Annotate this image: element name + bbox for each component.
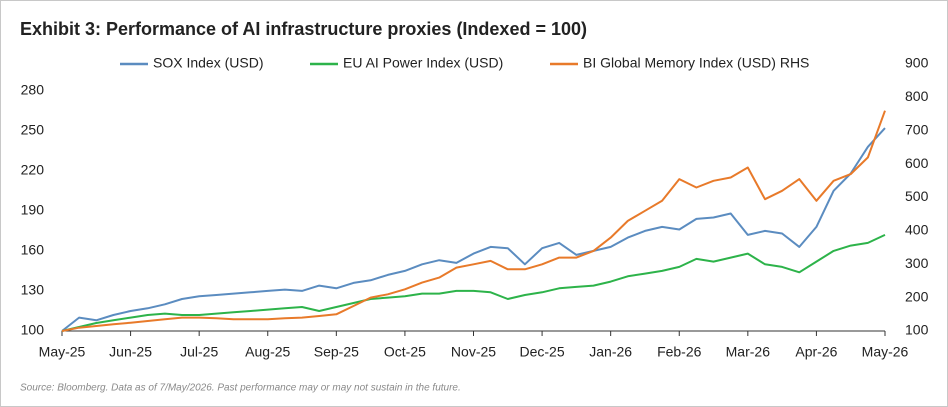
legend-label: SOX Index (USD) <box>153 55 263 71</box>
legend-label: BI Global Memory Index (USD) RHS <box>583 55 809 71</box>
y2-tick-label: 300 <box>905 255 929 271</box>
x-tick-label: Feb-26 <box>657 344 702 360</box>
y2-tick-label: 400 <box>905 222 929 238</box>
y-tick-label: 160 <box>21 242 45 258</box>
source-note: Source: Bloomberg. Data as of 7/May/2026… <box>20 383 461 394</box>
y2-tick-label: 200 <box>905 288 929 304</box>
x-tick-label: Apr-26 <box>795 344 837 360</box>
x-tick-label: Jan-26 <box>589 344 632 360</box>
series-line <box>61 110 886 332</box>
x-tick-label: May-26 <box>862 344 909 360</box>
y-tick-label: 190 <box>21 202 45 218</box>
x-tick-label: Dec-25 <box>520 344 565 360</box>
legend-label: EU AI Power Index (USD) <box>343 55 503 71</box>
y-tick-label: 250 <box>21 121 45 137</box>
x-tick-label: May-25 <box>39 344 86 360</box>
series-line <box>61 127 886 332</box>
y-tick-label: 100 <box>21 322 45 338</box>
x-tick-label: Sep-25 <box>314 344 359 360</box>
y-tick-label: 130 <box>21 282 45 298</box>
y2-tick-label: 100 <box>905 322 929 338</box>
x-tick-label: Jun-25 <box>109 344 152 360</box>
y2-tick-label: 500 <box>905 188 929 204</box>
x-tick-label: Jul-25 <box>180 344 218 360</box>
y2-tick-label: 800 <box>905 88 929 104</box>
x-tick-label: Aug-25 <box>245 344 290 360</box>
y-tick-label: 220 <box>21 162 45 178</box>
series-line <box>61 233 886 332</box>
chart-title: Exhibit 3: Performance of AI infrastruct… <box>20 19 587 39</box>
x-tick-label: Oct-25 <box>384 344 426 360</box>
x-tick-label: Mar-26 <box>726 344 771 360</box>
y2-tick-label: 700 <box>905 121 929 137</box>
x-tick-label: Nov-25 <box>451 344 496 360</box>
y2-tick-label: 900 <box>905 55 929 71</box>
y-tick-label: 280 <box>21 81 45 97</box>
y2-tick-label: 600 <box>905 155 929 171</box>
